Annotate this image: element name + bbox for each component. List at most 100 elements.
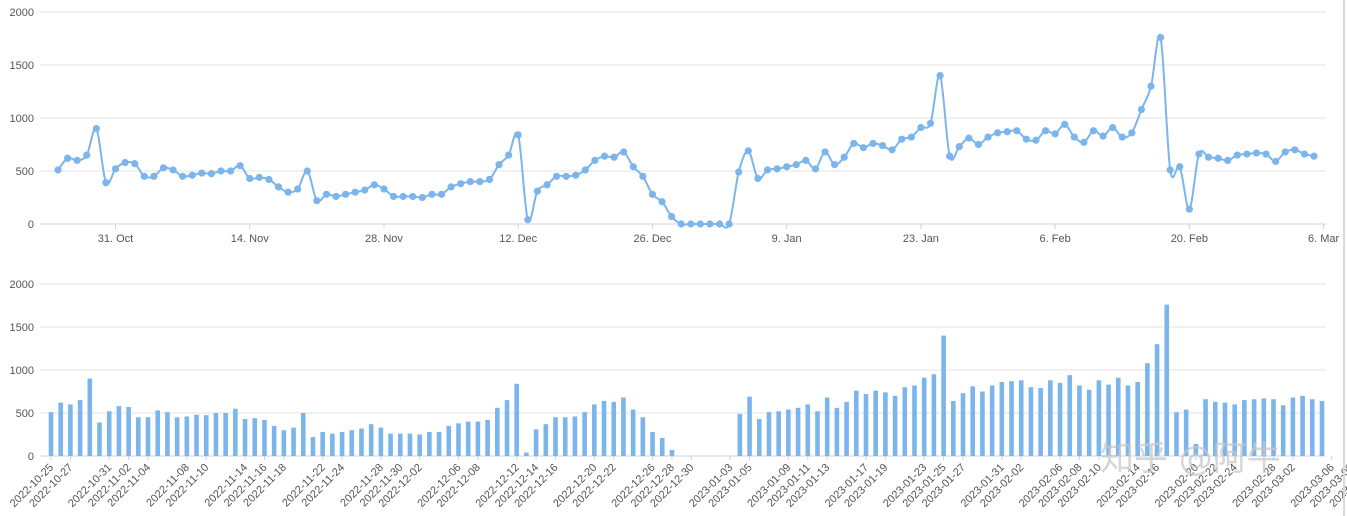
data-bar bbox=[1261, 398, 1267, 456]
data-point bbox=[294, 185, 302, 193]
data-bar bbox=[805, 404, 811, 456]
data-point bbox=[1061, 120, 1069, 128]
data-point bbox=[466, 178, 474, 186]
watermark-text: 知乎 @阿牛 bbox=[1100, 439, 1281, 479]
data-point bbox=[1272, 157, 1280, 166]
data-point bbox=[370, 181, 378, 189]
y-tick-label: 1500 bbox=[10, 322, 34, 334]
data-point bbox=[572, 171, 580, 179]
data-point bbox=[255, 173, 263, 181]
data-bar bbox=[1242, 400, 1247, 456]
data-point bbox=[524, 216, 532, 224]
data-bar bbox=[223, 413, 228, 456]
data-point bbox=[802, 156, 810, 164]
data-bar bbox=[1280, 405, 1286, 456]
data-point bbox=[179, 172, 187, 180]
data-point bbox=[869, 139, 877, 148]
data-bar bbox=[87, 378, 93, 456]
data-point bbox=[92, 125, 100, 133]
data-point bbox=[1224, 156, 1232, 164]
data-bar bbox=[970, 386, 976, 456]
data-point bbox=[994, 129, 1002, 137]
data-bar bbox=[1290, 397, 1296, 456]
data-bar bbox=[465, 421, 471, 456]
x-tick-label: 20. Feb bbox=[1171, 233, 1208, 245]
data-bar bbox=[863, 394, 869, 456]
data-point bbox=[543, 181, 551, 189]
data-bar bbox=[320, 431, 325, 456]
data-bar bbox=[194, 414, 199, 456]
data-point bbox=[1176, 163, 1184, 171]
data-bar bbox=[1222, 402, 1228, 456]
data-bar bbox=[291, 427, 296, 456]
data-point bbox=[121, 158, 129, 167]
data-bar bbox=[446, 425, 452, 456]
data-bar bbox=[456, 423, 461, 456]
data-point bbox=[1252, 149, 1261, 157]
data-point bbox=[763, 166, 772, 174]
data-bar bbox=[116, 406, 122, 456]
data-bar bbox=[1212, 401, 1218, 456]
data-point bbox=[783, 163, 791, 171]
data-bar bbox=[368, 424, 374, 456]
data-bar bbox=[1251, 399, 1257, 456]
data-bar bbox=[126, 406, 131, 456]
data-point bbox=[610, 153, 618, 161]
data-bar bbox=[980, 391, 985, 456]
data-point bbox=[313, 197, 321, 205]
data-point bbox=[1013, 127, 1021, 135]
data-point bbox=[754, 174, 762, 183]
data-point bbox=[955, 143, 963, 151]
data-bar bbox=[427, 431, 432, 456]
data-point bbox=[1243, 150, 1251, 158]
y-tick-label: 1000 bbox=[10, 113, 34, 125]
data-bar bbox=[592, 404, 597, 456]
data-bar bbox=[1310, 399, 1315, 456]
data-bar bbox=[941, 335, 946, 456]
data-point bbox=[63, 154, 72, 162]
data-bar bbox=[310, 437, 316, 456]
data-point bbox=[505, 151, 513, 159]
data-point bbox=[581, 166, 589, 174]
data-point bbox=[265, 175, 273, 184]
data-bar bbox=[601, 400, 607, 456]
data-point bbox=[1156, 33, 1165, 42]
data-bar bbox=[271, 425, 277, 456]
data-point bbox=[850, 139, 858, 148]
data-point bbox=[1147, 82, 1155, 90]
data-point bbox=[1032, 136, 1040, 144]
data-bar bbox=[1018, 380, 1024, 456]
data-bar bbox=[795, 407, 801, 456]
data-point bbox=[514, 131, 522, 139]
data-point bbox=[322, 190, 331, 198]
data-point bbox=[821, 148, 829, 156]
data-bar bbox=[999, 382, 1005, 456]
data-bar bbox=[1125, 385, 1131, 456]
data-point bbox=[399, 192, 407, 201]
data-point bbox=[1195, 150, 1203, 158]
data-bar bbox=[165, 412, 170, 456]
data-point bbox=[696, 220, 704, 228]
data-bar bbox=[1096, 380, 1102, 456]
data-bar bbox=[1319, 400, 1325, 456]
data-point bbox=[658, 198, 666, 206]
x-tick-label: 23. Jan bbox=[903, 233, 939, 245]
data-point bbox=[428, 190, 436, 198]
data-bar bbox=[1271, 399, 1276, 456]
data-bar bbox=[621, 397, 626, 456]
data-point bbox=[898, 135, 906, 143]
data-bar bbox=[989, 385, 995, 456]
data-bar bbox=[281, 430, 287, 456]
data-point bbox=[562, 172, 570, 180]
data-point bbox=[1022, 135, 1030, 143]
data-point bbox=[1204, 153, 1213, 161]
data-point bbox=[936, 72, 944, 80]
data-bar bbox=[174, 417, 180, 456]
data-point bbox=[965, 134, 973, 142]
data-bar bbox=[630, 409, 636, 456]
data-bar bbox=[1154, 344, 1160, 456]
data-point bbox=[1300, 150, 1309, 158]
data-bar bbox=[543, 424, 549, 456]
data-bar bbox=[77, 400, 83, 456]
